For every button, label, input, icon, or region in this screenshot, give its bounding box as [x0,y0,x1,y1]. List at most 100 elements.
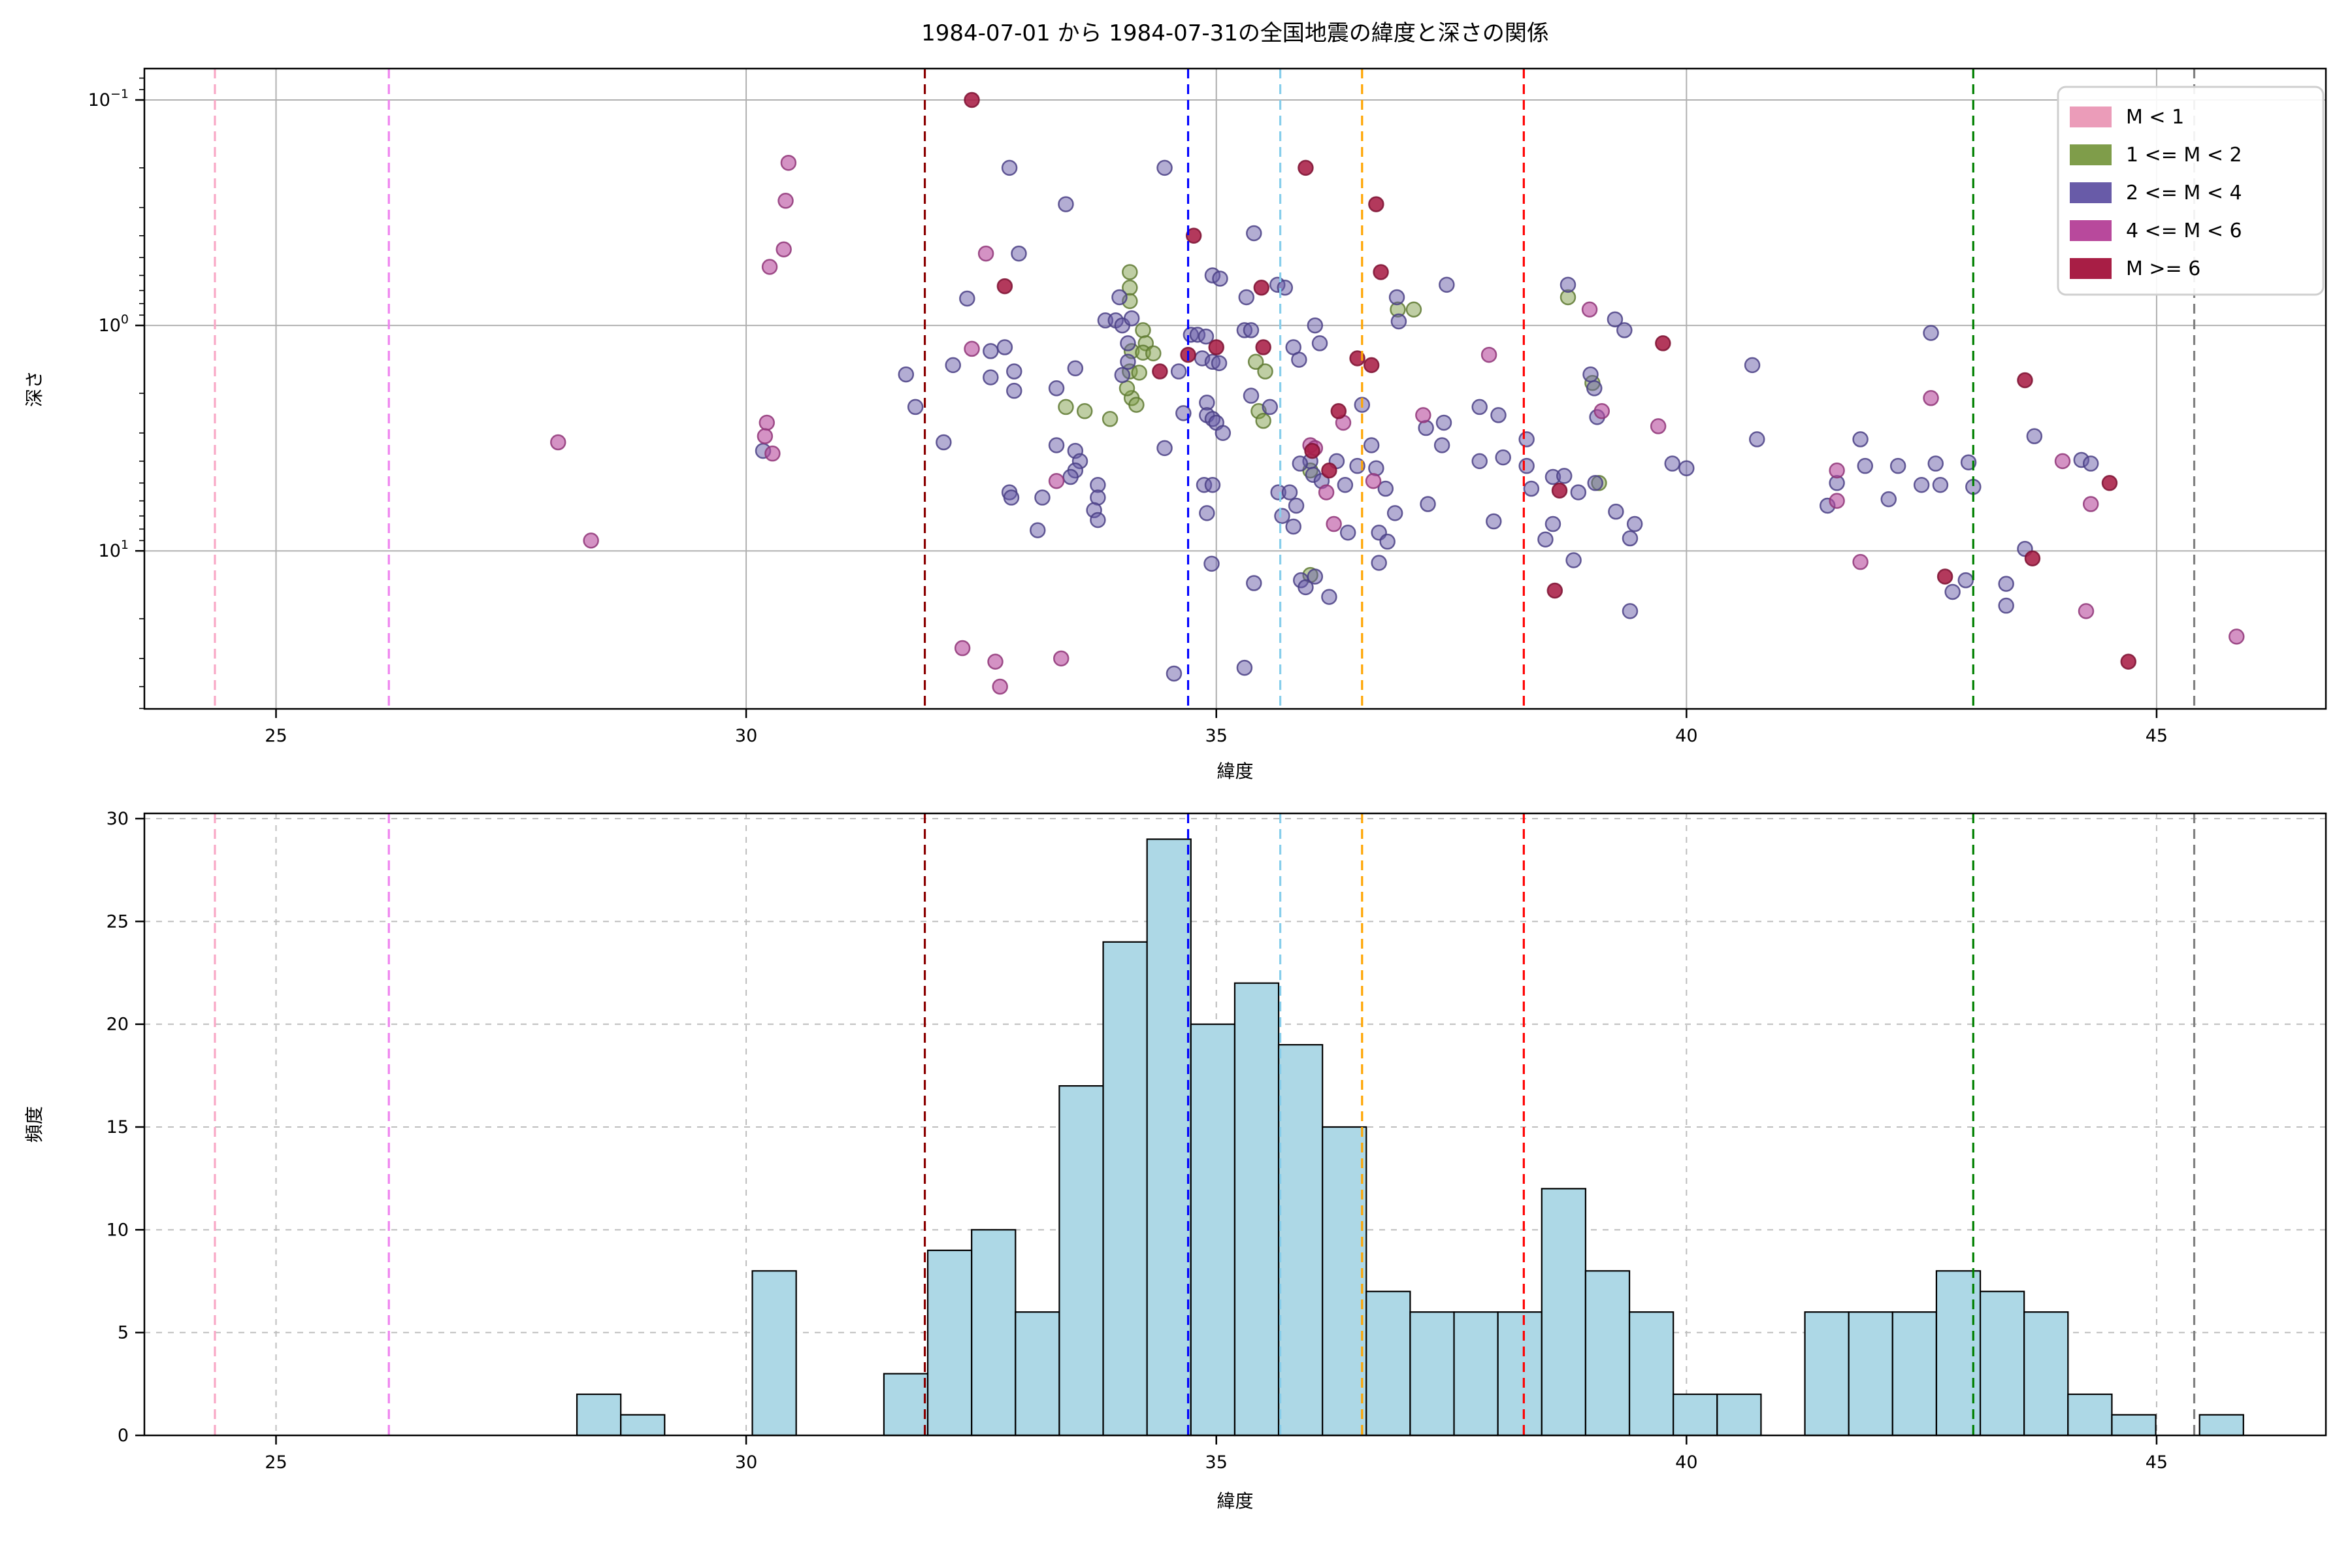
scatter-point [1156,159,1173,176]
legend-label: M >= 6 [2126,257,2200,280]
hist-bar [1058,1085,1104,1437]
scatter-point [1135,322,1151,338]
scatter-point [1292,455,1309,472]
scatter-point [1655,335,1671,351]
scatter-point [1326,515,1342,532]
scatter-point [1379,533,1396,550]
scatter-point [1048,437,1065,453]
scatter-point [1486,513,1502,530]
scatter-point [1090,512,1106,529]
hist-bar [2111,1414,2157,1437]
scatter-point [1852,553,1869,570]
scatter-point [1371,555,1387,571]
scatter-point [983,369,999,385]
histogram-frame [143,812,2327,1437]
hist-bar [1804,1311,1850,1437]
scatter-point [1927,455,1944,472]
scatter-point [1852,431,1869,448]
scatter-point [1119,380,1135,397]
scatter-point [996,339,1013,355]
scatter-point [1048,473,1065,489]
hist-bar [751,1270,797,1437]
scatter-point [1337,477,1354,493]
scatter-point [1123,310,1140,327]
scatter-point [1480,346,1497,363]
scatter-point [1288,497,1305,514]
scatter-point [2017,372,2033,389]
scatter-point [1211,355,1228,372]
scatter-point [583,532,599,549]
hist-bar [1322,1126,1367,1437]
scatter-point [2120,653,2137,670]
scatter-point [1003,489,1020,506]
legend-swatch [2070,182,2112,203]
scatter-point [1208,339,1224,355]
y-tick-label: 5 [118,1323,129,1343]
legend: M < 1 1 <= M < 2 2 <= M < 4 4 <= M < 6 M >= … [2057,86,2325,296]
hist-bar [1233,982,1280,1437]
scatter-point [1111,289,1128,306]
x-tick-label: 30 [735,1452,757,1473]
legend-swatch [2070,220,2112,241]
scatter-point [1058,196,1074,212]
scatter-point [1373,264,1389,280]
scatter-point [1368,196,1384,212]
scatter-point [1166,665,1183,682]
scatter-point [776,241,792,257]
scatter-point [1581,301,1598,318]
scatter-point [1185,227,1202,244]
scatter-point [1001,159,1018,176]
scatter-point [1829,493,1845,509]
scatter-ylabel: 深さ [24,370,45,407]
scatter-series-3 [550,154,2245,695]
x-tick-label: 25 [265,1452,287,1473]
scatter-point [983,343,999,359]
scatter-point [1857,457,1874,474]
scatter-point [1298,579,1314,596]
scatter-point [2078,603,2095,619]
x-tick-label: 45 [2146,726,2168,746]
scatter-point [757,428,774,444]
scatter-point [1471,453,1488,470]
legend-label: 1 <= M < 2 [2126,144,2242,167]
scatter-point [1349,350,1365,367]
scatter-point [1255,339,1271,355]
scatter-point [1152,363,1168,380]
x-tick-label: 30 [735,726,757,746]
scatter-point [1829,462,1845,479]
legend-swatch [2070,106,2112,127]
legend-label: 2 <= M < 4 [2126,182,2242,204]
scatter-point [2101,475,2118,491]
scatter-point [1246,225,1262,242]
scatter-point [1175,405,1192,421]
scatter-point [964,91,980,108]
hist-bar [926,1249,973,1437]
x-tick-label: 40 [1675,1452,1697,1473]
scatter-point [977,245,994,262]
hist-bar [1628,1311,1674,1437]
histogram-bars [576,838,2244,1437]
scatter-point [761,259,778,275]
scatter-point [1349,457,1365,474]
scatter-point [1253,280,1270,296]
scatter-point [1102,411,1119,427]
scatter-point [1607,311,1624,328]
scatter-xlabel: 緯度 [1217,760,1253,782]
x-tick-label: 25 [265,726,287,746]
scatter-point [1120,353,1136,370]
scatter-point [1199,505,1215,521]
scatter-point [1678,460,1695,476]
scatter-point [1518,431,1535,448]
x-tick-label: 45 [2146,1452,2168,1473]
scatter-point [1420,496,1436,512]
scatter-point [1058,399,1074,416]
hist-bar [1409,1311,1455,1437]
y-tick-label: 15 [106,1117,129,1137]
histogram-plot: 25 30 35 40 45 0 5 10 15 20 25 30 緯度 頻度 [24,809,2327,1512]
scatter-point [1435,414,1452,431]
scatter-point [1076,403,1093,419]
scatter-point [907,399,924,416]
scatter-point [1386,505,1403,521]
scatter-point [1365,473,1382,489]
